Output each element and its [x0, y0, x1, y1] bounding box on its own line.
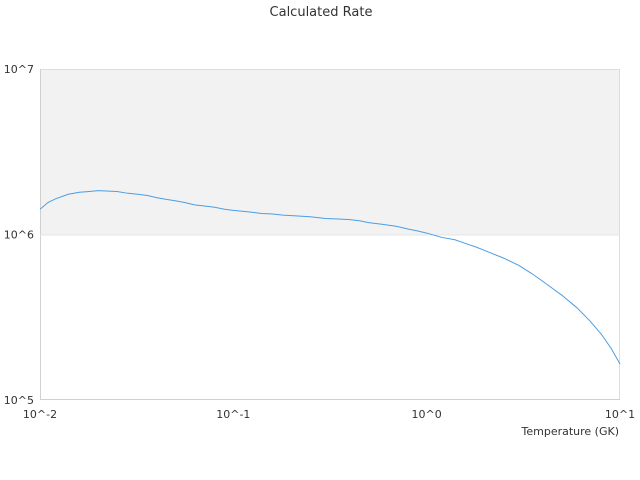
y-tick-label: 10^6: [4, 229, 34, 242]
x-tick-label: 10^-1: [216, 408, 250, 421]
shaded-band: [40, 69, 620, 235]
x-axis-label: Temperature (GK): [521, 425, 620, 438]
x-tick-label: 10^1: [605, 408, 635, 421]
x-tick-label: 10^0: [412, 408, 442, 421]
y-tick-label: 10^7: [4, 63, 34, 76]
series-line: [39, 190, 621, 365]
x-tick-label: 10^-2: [23, 408, 57, 421]
chart-title: Calculated Rate: [270, 5, 373, 20]
y-tick-label: 10^5: [4, 394, 34, 407]
